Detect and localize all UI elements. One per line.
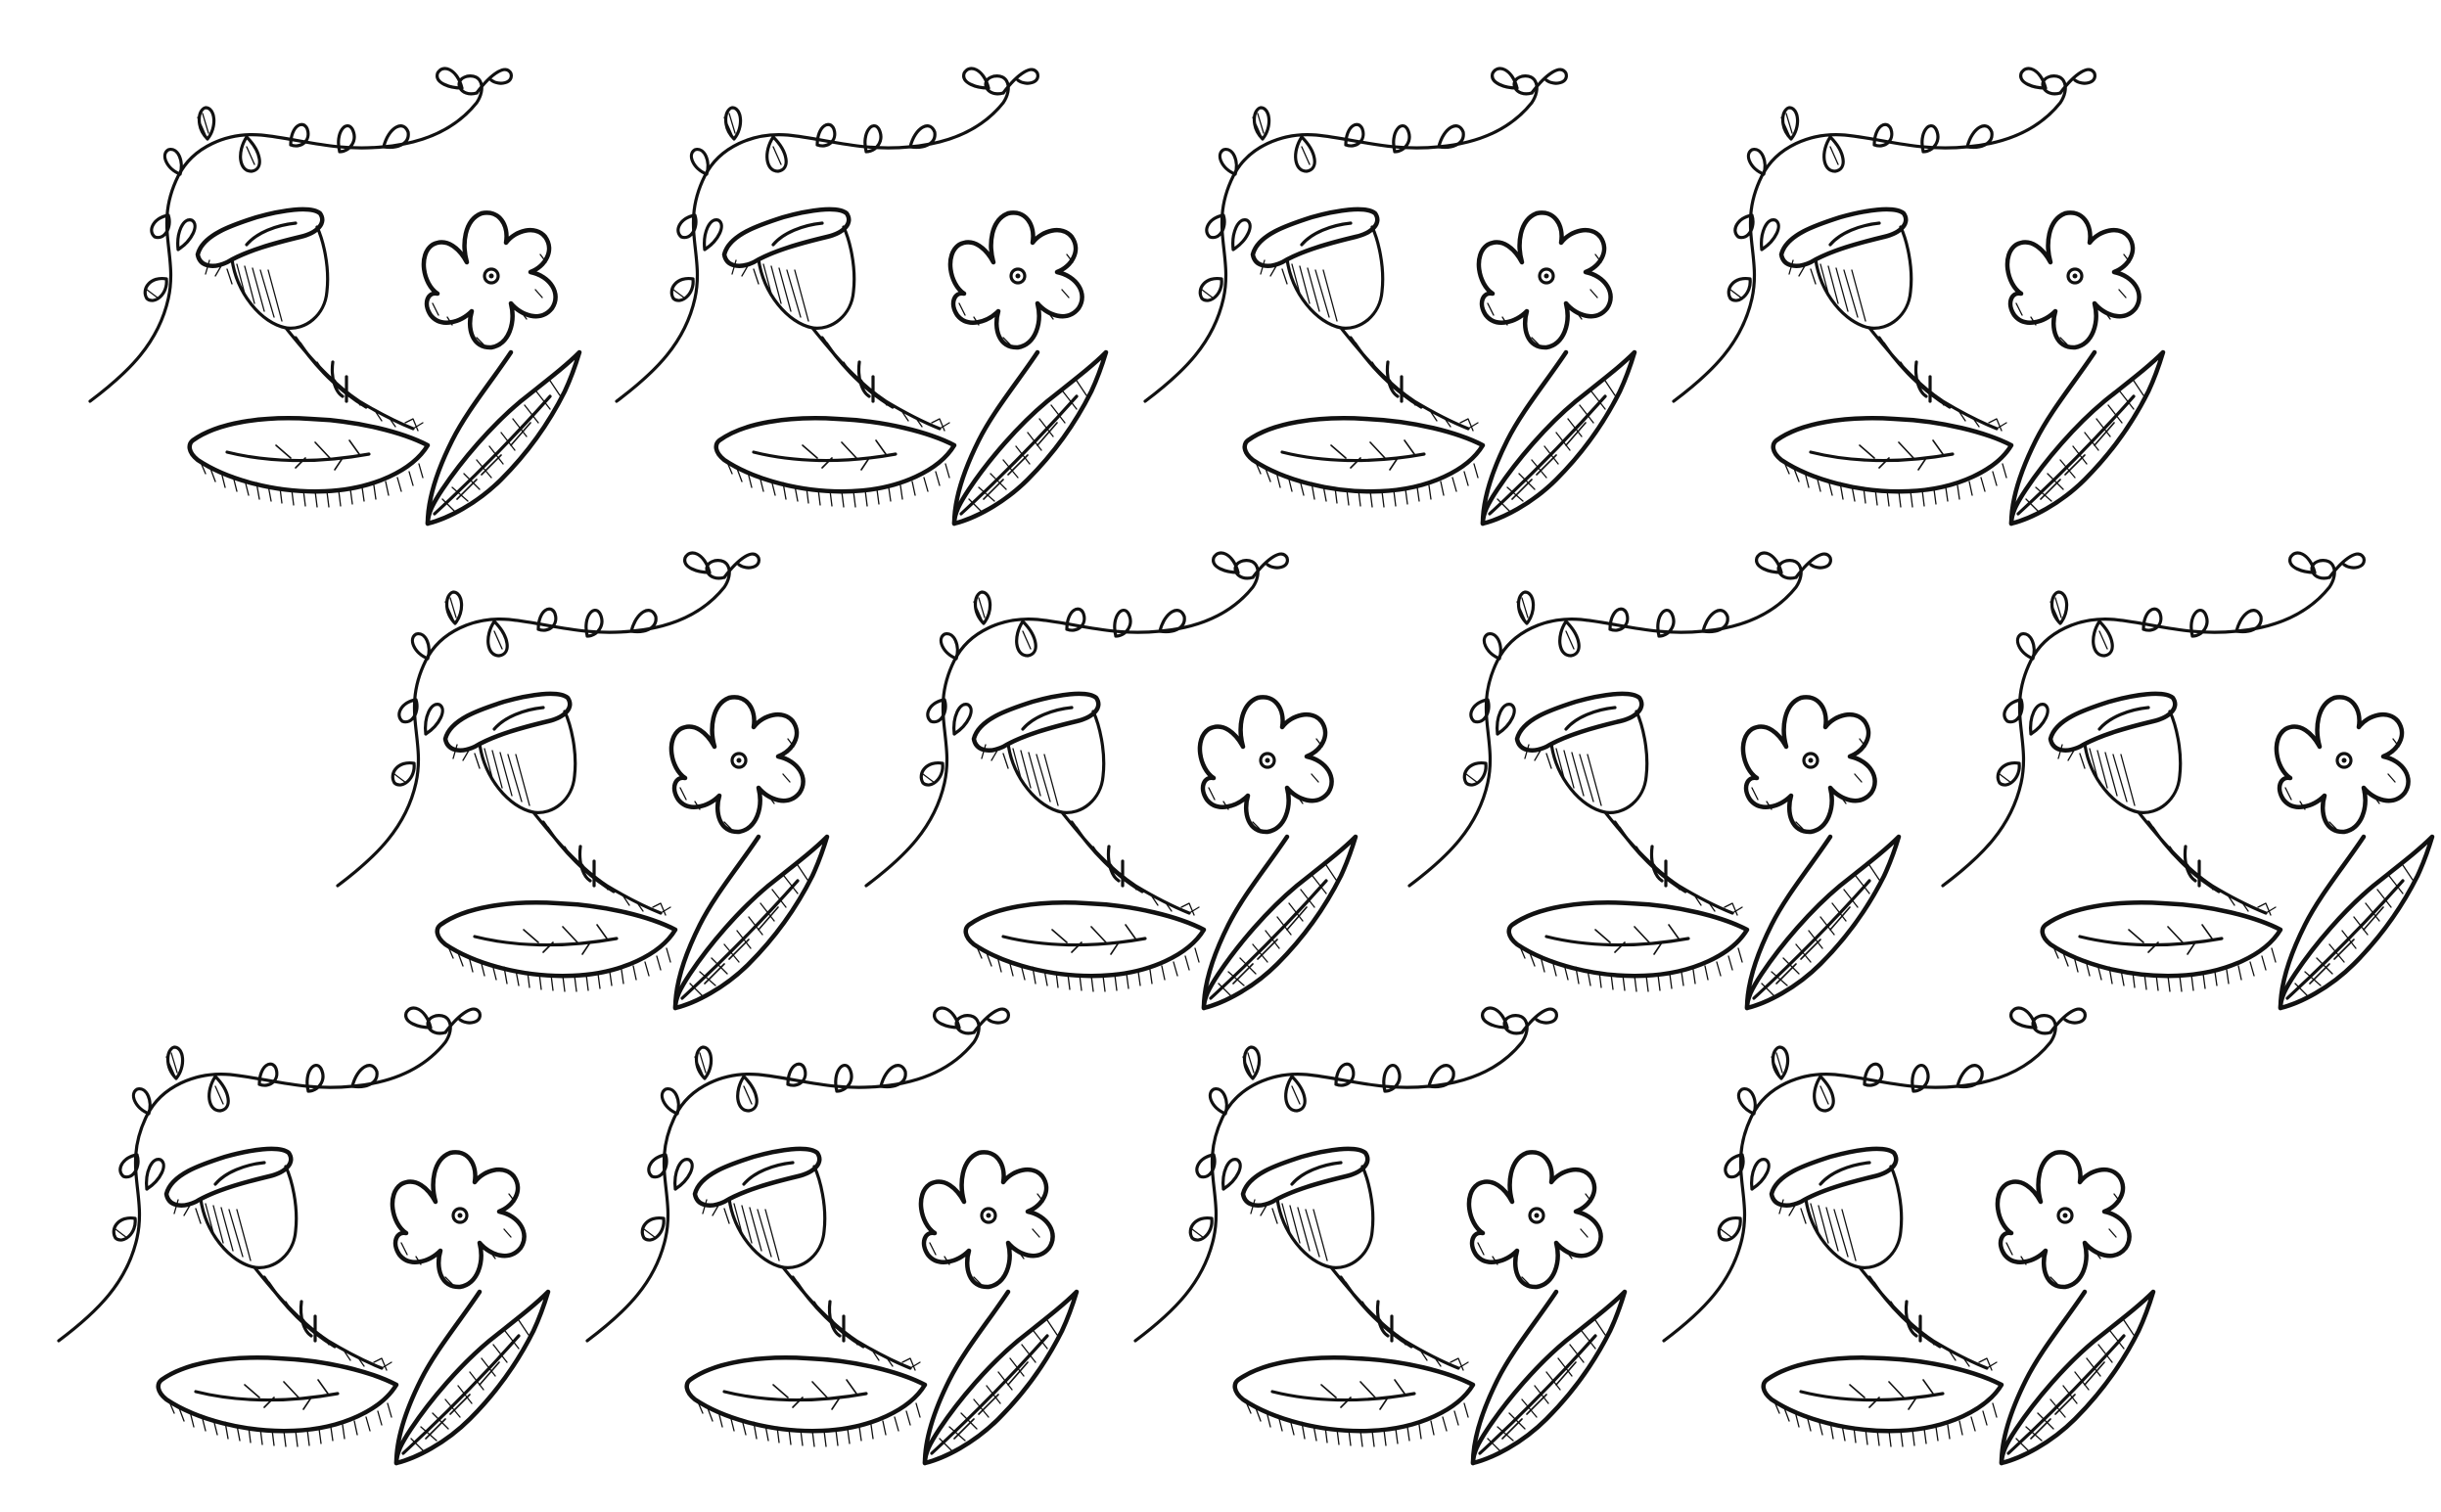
floral-cluster-r2-c3 — [1409, 553, 1899, 1008]
floral-cluster-r3-c1 — [59, 1008, 548, 1463]
motif-row-2 — [338, 553, 2432, 1008]
floral-cluster-r3-c4 — [1664, 1008, 2153, 1463]
floral-cluster-r2-c4 — [1943, 553, 2432, 1008]
floral-cluster-r3-c2 — [587, 1008, 1077, 1463]
floral-cluster-r3-c3 — [1135, 1008, 1625, 1463]
motif-row-3 — [59, 1008, 2153, 1463]
floral-cluster-r1-c3 — [1145, 69, 1635, 524]
floral-cluster-r1-c2 — [617, 69, 1106, 524]
floral-cluster-r2-c1 — [338, 553, 827, 1008]
floral-cluster-r2-c2 — [866, 553, 1356, 1008]
floral-cluster-r1-c4 — [1674, 69, 2163, 524]
motif-row-1 — [90, 69, 2163, 524]
floral-cluster-r1-c1 — [90, 69, 579, 524]
